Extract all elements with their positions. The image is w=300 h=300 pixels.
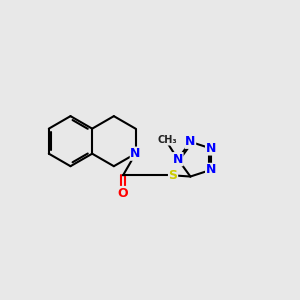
Text: N: N <box>172 153 183 166</box>
Text: O: O <box>118 187 128 200</box>
Text: S: S <box>169 169 178 182</box>
Text: CH₃: CH₃ <box>158 135 177 145</box>
Text: N: N <box>130 147 141 160</box>
Text: N: N <box>206 142 216 155</box>
Text: N: N <box>185 135 196 148</box>
Text: N: N <box>206 164 216 176</box>
